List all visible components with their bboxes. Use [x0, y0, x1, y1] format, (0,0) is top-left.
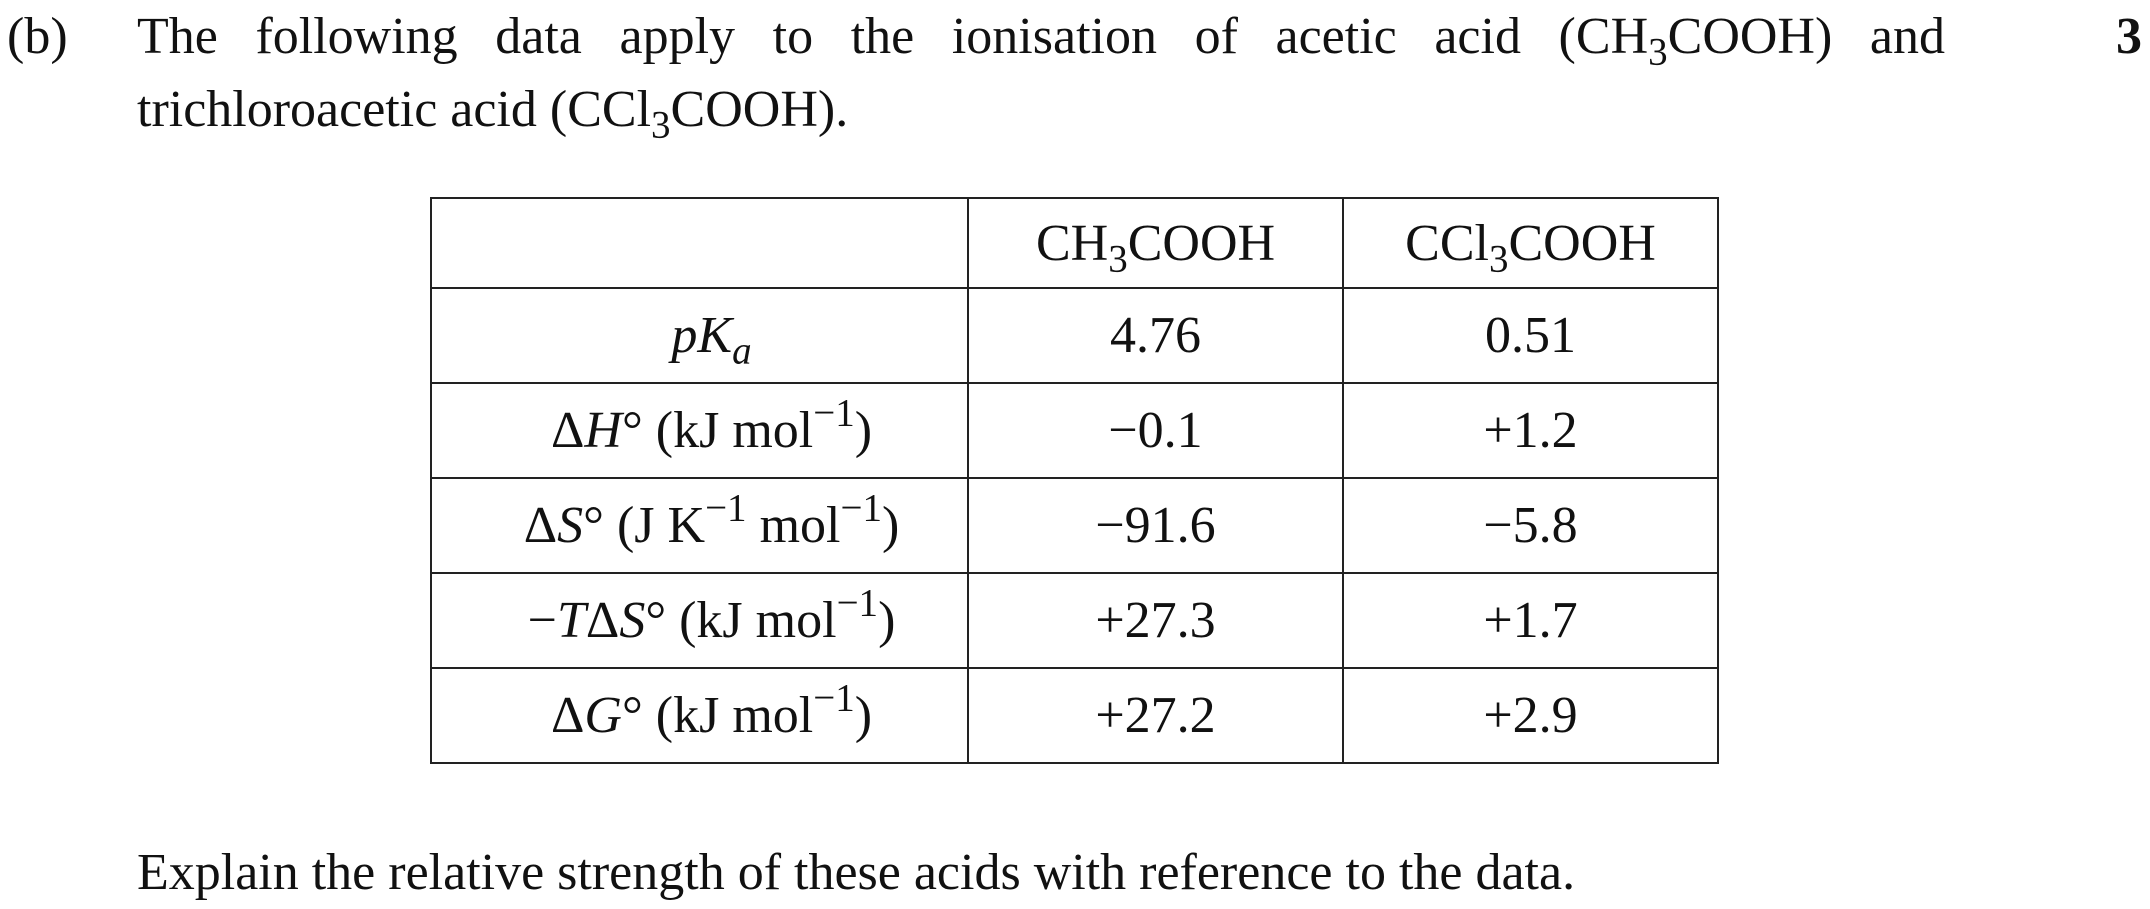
text-run: Δ: [585, 592, 620, 649]
text-run: CH: [1575, 8, 1649, 65]
text-run: −1: [813, 676, 855, 720]
text-run: −1: [705, 486, 747, 530]
text-run: −1: [840, 486, 882, 530]
text-run: T: [556, 592, 586, 649]
header-row: CH3COOH CCl3COOH: [430, 197, 1719, 289]
text-run: COOH: [670, 81, 818, 138]
intro-text: The following data apply to the ionisati…: [137, 0, 1945, 146]
text-run: ° (kJ mol: [621, 402, 814, 459]
table-cell: −91.6: [967, 477, 1344, 574]
text-run: Δ: [550, 687, 585, 744]
table-cell: +27.2: [967, 667, 1344, 764]
text-run: The following data apply to the ionisati…: [137, 8, 1576, 65]
text-run: ): [878, 592, 896, 649]
table-cell: −5.8: [1342, 477, 1719, 574]
table-cell: +1.2: [1342, 382, 1719, 479]
row-label: pKa: [430, 287, 969, 384]
data-table: CH3COOH CCl3COOH pKa 4.76 0.51 ΔH° (kJ mol−1)…: [430, 197, 1719, 764]
text-run: G: [584, 687, 622, 744]
text-run: ° (kJ mol: [645, 592, 837, 649]
text-run: S: [619, 592, 646, 649]
text-run: CCl: [567, 81, 652, 138]
text-run: −: [527, 592, 557, 649]
text-run: 3: [651, 103, 671, 147]
text-run: COOH: [1508, 214, 1656, 272]
text-run: ).: [817, 81, 849, 138]
part-label: (b): [7, 8, 68, 65]
text-run: COOH: [1667, 8, 1815, 65]
table-cell: −0.1: [967, 382, 1344, 479]
table-row: −TΔS° (kJ mol−1) +27.3 +1.7: [430, 572, 1719, 669]
row-label: −TΔS° (kJ mol−1): [430, 572, 969, 669]
text-run: CH: [1035, 214, 1109, 272]
text-run: S: [557, 497, 584, 554]
table-cell: 4.76: [967, 287, 1344, 384]
table-row: ΔS° (J K−1 mol−1) −91.6 −5.8: [430, 477, 1719, 574]
table-cell: +27.3: [967, 572, 1344, 669]
text-run: −1: [813, 391, 855, 435]
text-run: COOH: [1127, 214, 1276, 272]
table-cell: 0.51: [1342, 287, 1719, 384]
header-cell: [430, 197, 969, 289]
text-run: ): [854, 402, 873, 459]
text-run: 3: [1648, 30, 1668, 74]
row-label: ΔS° (J K−1 mol−1): [430, 477, 969, 574]
text-run: pK: [671, 307, 733, 364]
table-cell: +2.9: [1342, 667, 1719, 764]
text-run: mol: [746, 497, 841, 554]
table-row: ΔG° (kJ mol−1) +27.2 +2.9: [430, 667, 1719, 764]
table-row: ΔH° (kJ mol−1) −0.1 +1.2: [430, 382, 1719, 479]
text-run: −1: [836, 581, 879, 625]
table-cell: +1.7: [1342, 572, 1719, 669]
table-row: pKa 4.76 0.51: [430, 287, 1719, 384]
text-run: a: [732, 329, 752, 373]
text-run: 3: [1108, 237, 1128, 281]
text-run: 3: [1488, 237, 1509, 281]
text-run: Δ: [550, 402, 585, 459]
header-cell: CCl3COOH: [1342, 197, 1719, 289]
text-run: ): [881, 497, 900, 554]
text-run: ° (J K: [583, 497, 706, 554]
question: Explain the relative strength of these a…: [137, 844, 1576, 901]
row-label: ΔH° (kJ mol−1): [430, 382, 969, 479]
row-label: ΔG° (kJ mol−1): [430, 667, 969, 764]
text-run: ° (kJ mol: [621, 687, 814, 744]
text-run: ): [854, 687, 873, 744]
marks: 3: [2116, 8, 2142, 65]
text-run: H: [584, 402, 622, 459]
text-run: Δ: [523, 497, 558, 554]
text-run: ) and trichloroacetic acid (: [137, 8, 1945, 138]
text-run: CCl: [1405, 214, 1489, 272]
header-cell: CH3COOH: [967, 197, 1344, 289]
table-body: CH3COOH CCl3COOH pKa 4.76 0.51 ΔH° (kJ mol−1)…: [430, 197, 1719, 764]
